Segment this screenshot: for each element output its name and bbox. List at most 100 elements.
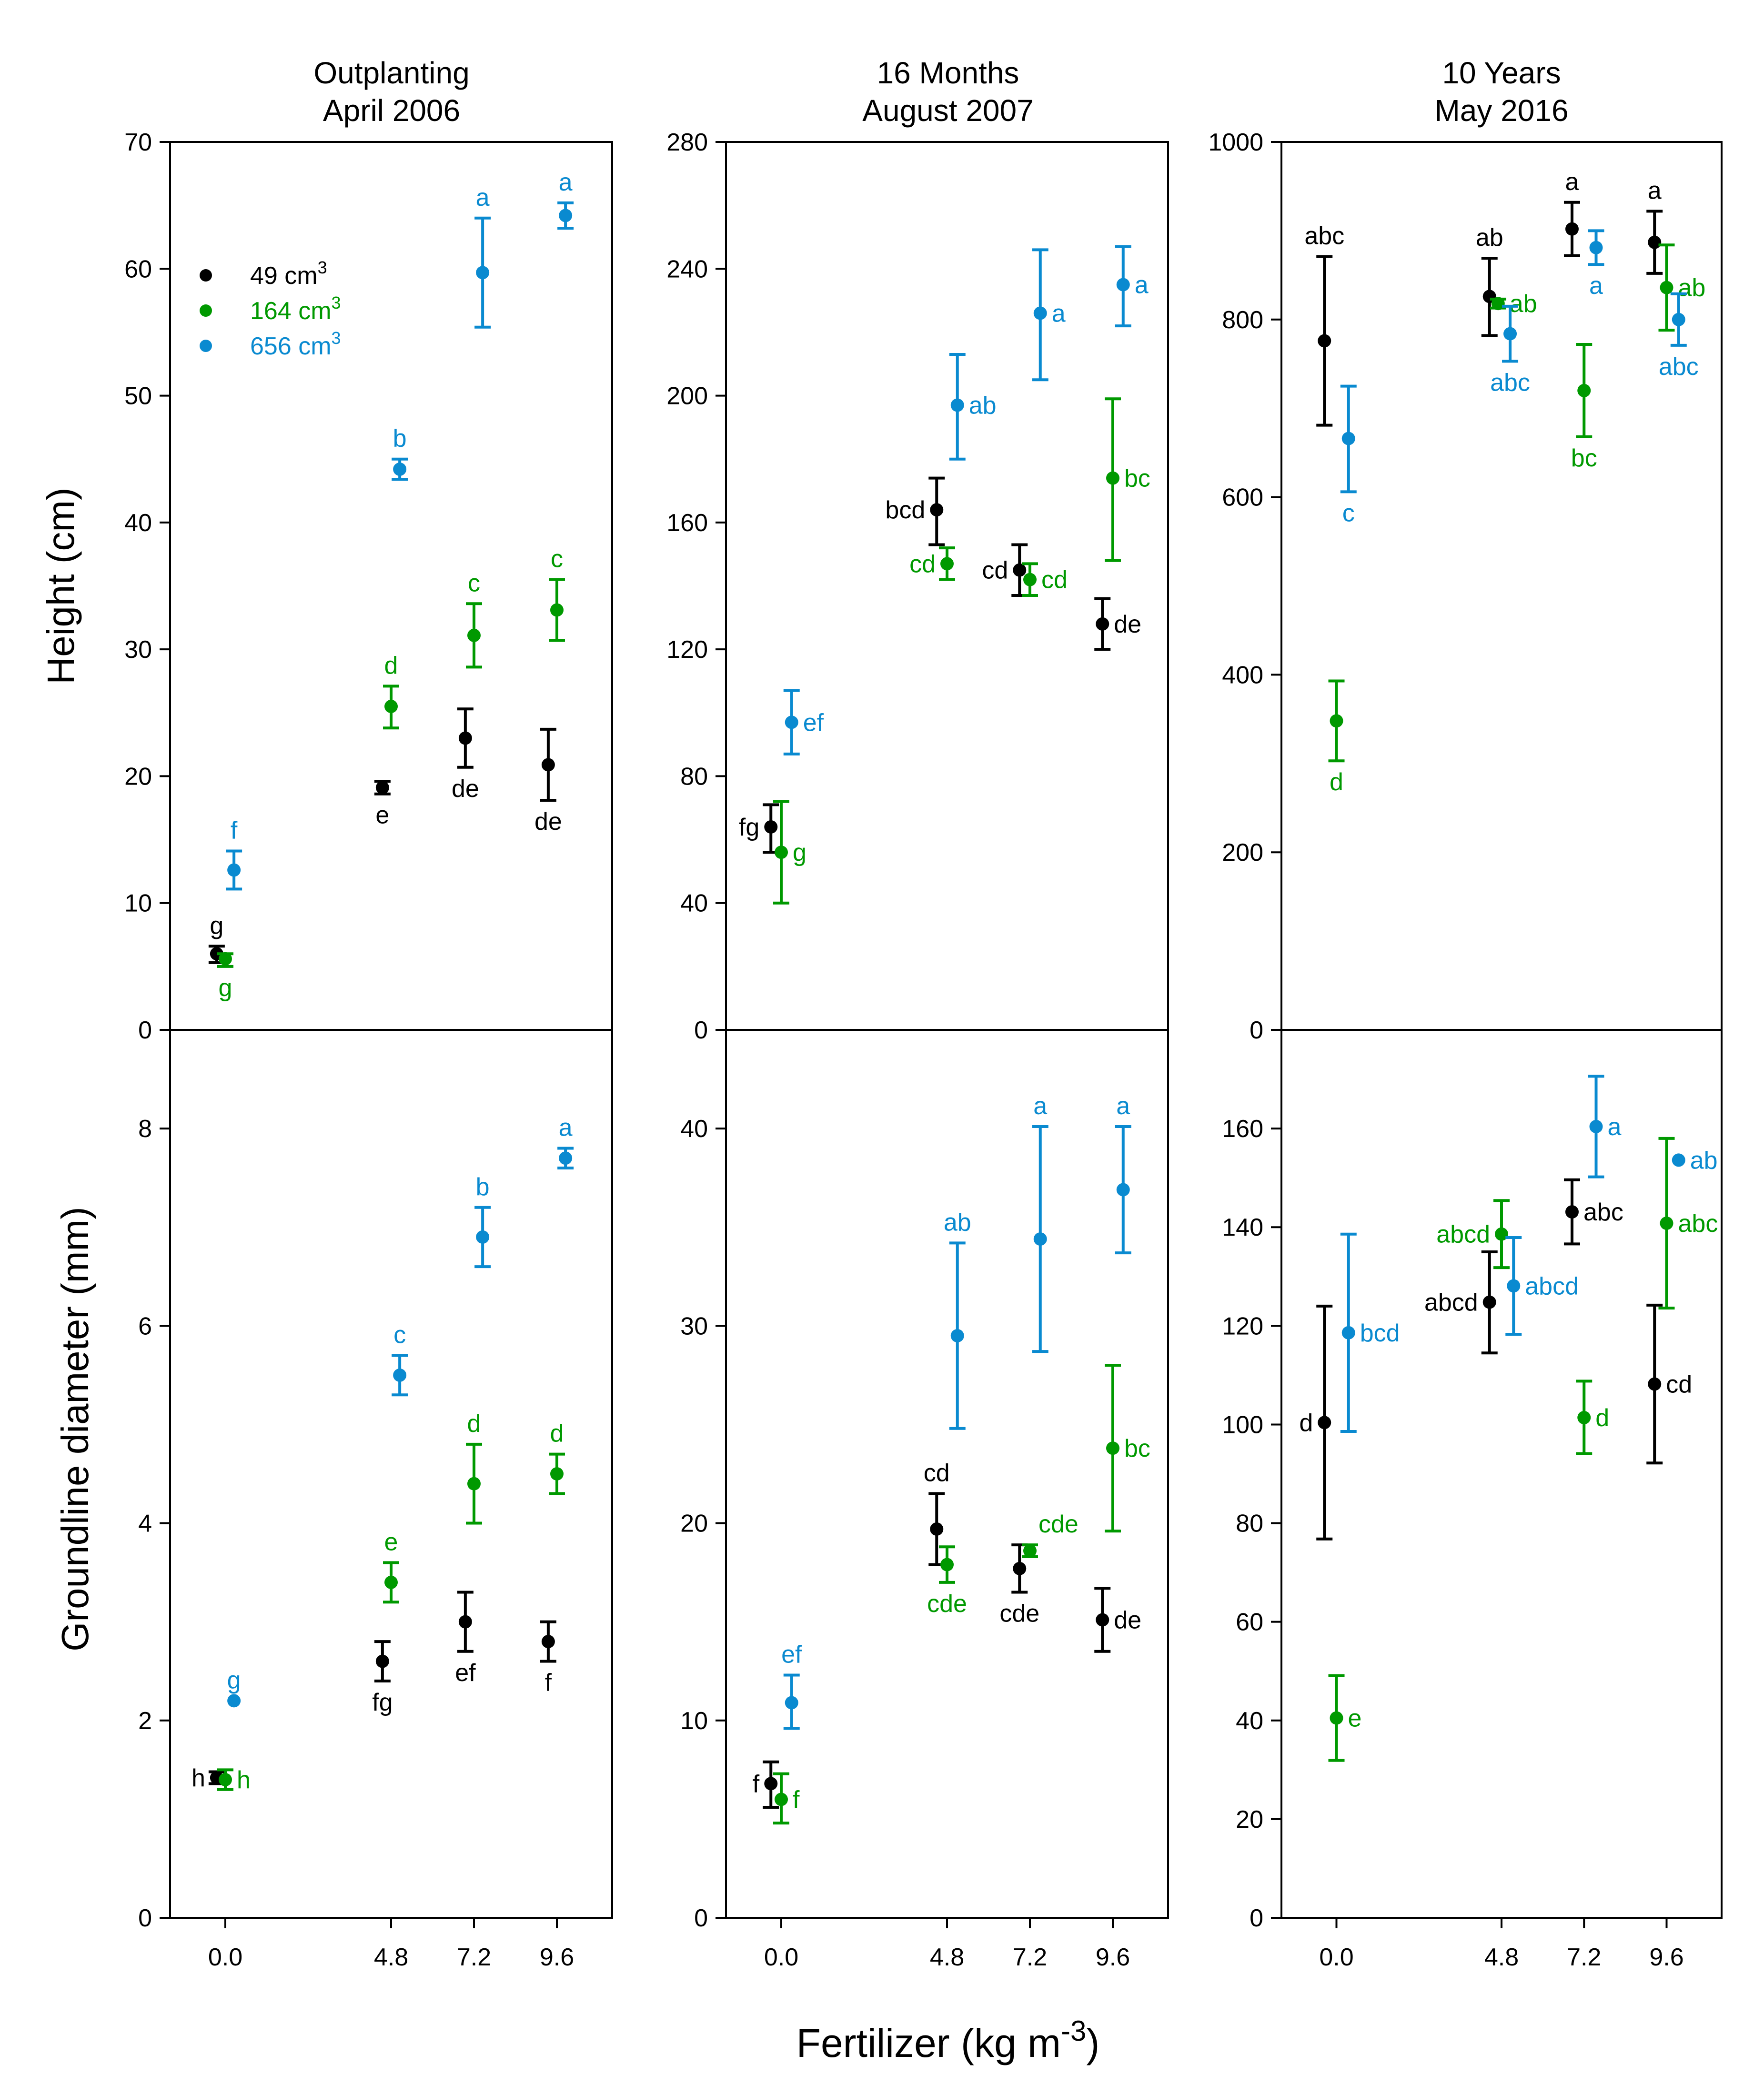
y-tick-label: 0 [694, 1017, 708, 1044]
significance-label: cde [927, 1590, 967, 1618]
significance-label: fg [739, 814, 759, 841]
data-point-s49: de [1094, 597, 1141, 651]
y-tick-label: 50 [124, 383, 152, 410]
y-tick-label: 10 [124, 890, 152, 917]
col1-title-line2: April 2006 [323, 93, 460, 128]
marker [1565, 1205, 1579, 1219]
significance-label: a [1052, 300, 1066, 327]
col1-title-line1: Outplanting [313, 56, 469, 90]
xlabel-superscript: -3 [1061, 2015, 1086, 2047]
column-titles: Outplanting April 2006 16 Months August … [313, 56, 1568, 128]
marker [1589, 241, 1603, 254]
marker [1330, 1711, 1343, 1725]
panels: 010203040506070gededegdccfbaa04080120160… [124, 129, 1723, 1971]
data-point-s656: c [392, 1321, 408, 1397]
x-tick-label: 9.6 [1096, 1944, 1130, 1971]
x-tick-label: 4.8 [374, 1944, 408, 1971]
x-tick-label: 9.6 [540, 1944, 574, 1971]
significance-label: h [192, 1764, 205, 1792]
significance-label: f [545, 1669, 552, 1697]
marker [764, 1777, 778, 1791]
data-point-s49: a [1563, 168, 1580, 257]
x-tick-label: 7.2 [457, 1944, 491, 1971]
marker [775, 1793, 788, 1806]
marker [1318, 334, 1331, 348]
significance-label: abc [1659, 353, 1699, 381]
data-point-s49: de [534, 727, 562, 836]
data-point-s164: g [217, 952, 233, 1002]
legend-label-164: 164 cm3 [250, 293, 341, 325]
y-tick-label: 20 [124, 763, 152, 790]
data-point-s656: ab [949, 353, 997, 461]
y-tick-label: 40 [680, 890, 708, 917]
significance-label: cd [1041, 566, 1068, 594]
y-tick-label: 60 [1236, 1609, 1263, 1636]
data-point-s164: d [466, 1410, 482, 1525]
marker [775, 846, 788, 859]
significance-label: a [1589, 272, 1603, 300]
marker [467, 1477, 481, 1491]
marker [541, 758, 555, 772]
significance-label: ef [803, 709, 824, 736]
data-point-s164: e [1328, 1674, 1362, 1762]
data-point-s49: fg [372, 1640, 393, 1716]
data-point-s49: abcd [1424, 1250, 1498, 1355]
marker [940, 557, 954, 571]
data-point-s656: ef [781, 1641, 802, 1730]
data-point-s49: e [374, 780, 391, 829]
marker [1660, 1216, 1673, 1230]
significance-label: e [1348, 1705, 1362, 1732]
significance-label: bcd [1360, 1319, 1400, 1347]
significance-label: d [550, 1420, 564, 1448]
marker [764, 820, 778, 834]
data-point-s49: abc [1304, 222, 1344, 427]
data-point-s656: a [1032, 248, 1066, 382]
significance-label: e [375, 802, 389, 829]
y-tick-label: 140 [1222, 1214, 1263, 1241]
data-point-s656: ef [783, 689, 824, 755]
y-tick-label: 160 [666, 509, 708, 537]
data-point-s656: abc [1659, 292, 1699, 381]
significance-label: ef [455, 1659, 476, 1687]
significance-label: a [1565, 168, 1579, 196]
marker [930, 1522, 944, 1536]
data-point-s656: a [557, 169, 574, 230]
data-point-s49: a [1646, 177, 1663, 275]
significance-label: ab [1476, 224, 1503, 252]
data-point-s164: ab [1490, 290, 1537, 318]
data-point-s164: bc [1105, 1364, 1150, 1533]
y-tick-label: 60 [124, 255, 152, 283]
significance-label: d [1299, 1409, 1313, 1437]
marker [559, 1151, 573, 1165]
panel-diameter-2007: 0 10 20 30 40 0.0 4.8 7.2 9.6 f cd cde de f cde cde bc ef… [680, 1029, 1169, 1971]
y-tick-label: 10 [680, 1707, 708, 1735]
significance-label: f [231, 817, 238, 845]
significance-label: de [452, 775, 479, 803]
significance-label: ab [1690, 1147, 1718, 1174]
marker [1023, 1544, 1037, 1558]
significance-label: ab [1678, 274, 1706, 302]
data-point-s656: abcd [1505, 1236, 1579, 1336]
y-tick-label: 6 [138, 1312, 152, 1340]
data-point-s656: a [1032, 1092, 1048, 1353]
panel-height-2006: 0 10 20 30 40 50 60 70 g e de de g d c c f b a a [124, 129, 613, 1044]
marker [559, 209, 573, 222]
data-point-s164: f [773, 1772, 800, 1825]
marker [785, 715, 798, 729]
marker [1577, 383, 1591, 397]
significance-label: a [476, 184, 490, 212]
marker [393, 463, 407, 476]
marker [1660, 281, 1673, 294]
significance-label: h [237, 1766, 251, 1794]
significance-label: de [534, 808, 562, 836]
marker [458, 731, 472, 745]
col2-title-line2: August 2007 [862, 93, 1033, 128]
x-tick-label: 4.8 [1484, 1944, 1519, 1971]
marker [219, 952, 232, 966]
y-tick-label: 200 [666, 383, 708, 410]
x-tick-label: 9.6 [1649, 1944, 1683, 1971]
marker [1330, 714, 1343, 728]
significance-label: c [393, 1321, 406, 1349]
legend: 49 cm3 164 cm3 656 cm3 [200, 258, 341, 360]
